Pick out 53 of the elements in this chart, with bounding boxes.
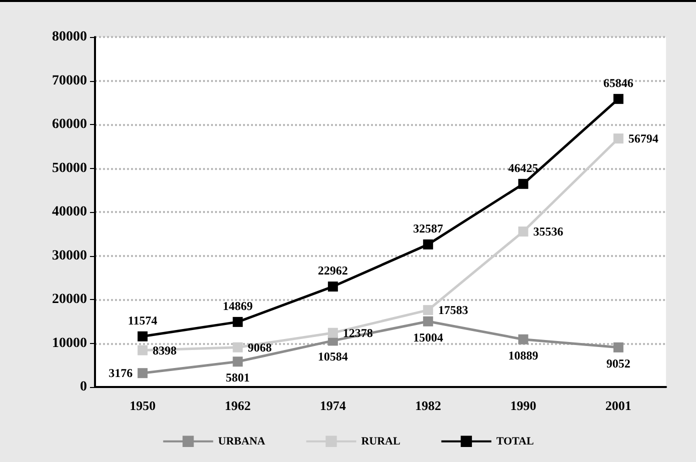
data-label: 11574 [128,313,158,328]
data-label: 10889 [508,348,538,362]
data-label: 15004 [413,330,444,344]
data-label: 10584 [318,350,348,364]
data-label: 9052 [606,356,630,370]
point [613,134,624,144]
point [328,328,338,338]
legend-label: TOTAL [496,435,534,448]
y-tick-label: 80000 [52,30,87,44]
y-tick-label: 60000 [52,117,87,132]
x-tick-label: 1990 [510,398,536,413]
data-label: 65846 [603,76,634,90]
point [423,239,434,250]
point [613,342,624,352]
point [423,316,434,326]
legend-label: URBANA [218,435,266,448]
data-label: 56794 [628,132,658,146]
point [232,342,243,352]
point [138,345,148,356]
point [328,282,338,292]
data-label: 5801 [226,370,250,385]
data-label: 35536 [533,224,564,239]
point [138,368,148,378]
data-label: 14869 [222,298,253,313]
y-tick-label: 50000 [52,160,87,176]
x-tick-label: 1962 [224,398,251,413]
y-tick-label: 10000 [52,336,87,351]
data-label: 46425 [508,160,538,175]
y-tick-label: 30000 [52,248,87,264]
data-label: 32587 [413,221,444,236]
data-label: 12378 [342,326,373,340]
data-label: 3176 [108,366,133,380]
data-label: 17583 [438,303,468,318]
y-tick-label: 0 [80,380,87,394]
point [613,94,624,104]
y-tick-label: 40000 [52,204,87,220]
x-tick-label: 1950 [130,398,156,413]
legend-label: RURAL [361,435,400,448]
point [232,356,243,367]
point [138,331,148,342]
point [518,334,528,344]
y-tick-label: 70000 [52,73,87,88]
x-tick-label: 2001 [605,398,632,413]
y-tick-label: 20000 [52,292,87,307]
x-tick-label: 1974 [320,398,346,413]
data-label: 9068 [248,340,272,354]
point [423,305,434,316]
point [232,316,243,327]
data-label: 22962 [318,264,348,278]
x-tick-label: 1982 [415,398,442,413]
point [518,226,528,237]
point [518,178,528,189]
data-label: 8398 [152,343,177,358]
